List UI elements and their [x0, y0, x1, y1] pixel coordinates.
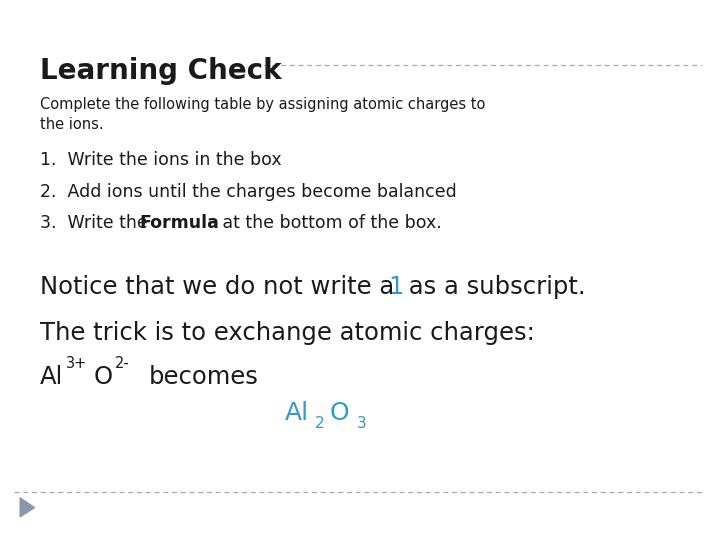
Text: 1.  Write the ions in the box: 1. Write the ions in the box: [40, 151, 282, 169]
Text: 2.  Add ions until the charges become balanced: 2. Add ions until the charges become bal…: [40, 183, 456, 200]
Text: 3: 3: [356, 416, 366, 431]
Text: 3+: 3+: [66, 356, 87, 372]
Text: O: O: [330, 401, 349, 424]
Text: Al: Al: [284, 401, 309, 424]
Text: Learning Check: Learning Check: [40, 57, 282, 85]
Text: as a subscript.: as a subscript.: [401, 275, 585, 299]
Text: 1: 1: [389, 275, 404, 299]
Text: becomes: becomes: [149, 364, 259, 388]
Text: O: O: [94, 364, 113, 388]
Text: The trick is to exchange atomic charges:: The trick is to exchange atomic charges:: [40, 321, 534, 345]
Polygon shape: [20, 498, 35, 517]
Text: Complete the following table by assigning atomic charges to
the ions.: Complete the following table by assignin…: [40, 97, 485, 132]
Text: 2: 2: [315, 416, 325, 431]
Text: Notice that we do not write a: Notice that we do not write a: [40, 275, 402, 299]
Text: 2-: 2-: [115, 356, 130, 372]
Text: 3.  Write the: 3. Write the: [40, 214, 153, 232]
Text: Al: Al: [40, 364, 63, 388]
Text: Formula: Formula: [139, 214, 219, 232]
Text: at the bottom of the box.: at the bottom of the box.: [217, 214, 441, 232]
